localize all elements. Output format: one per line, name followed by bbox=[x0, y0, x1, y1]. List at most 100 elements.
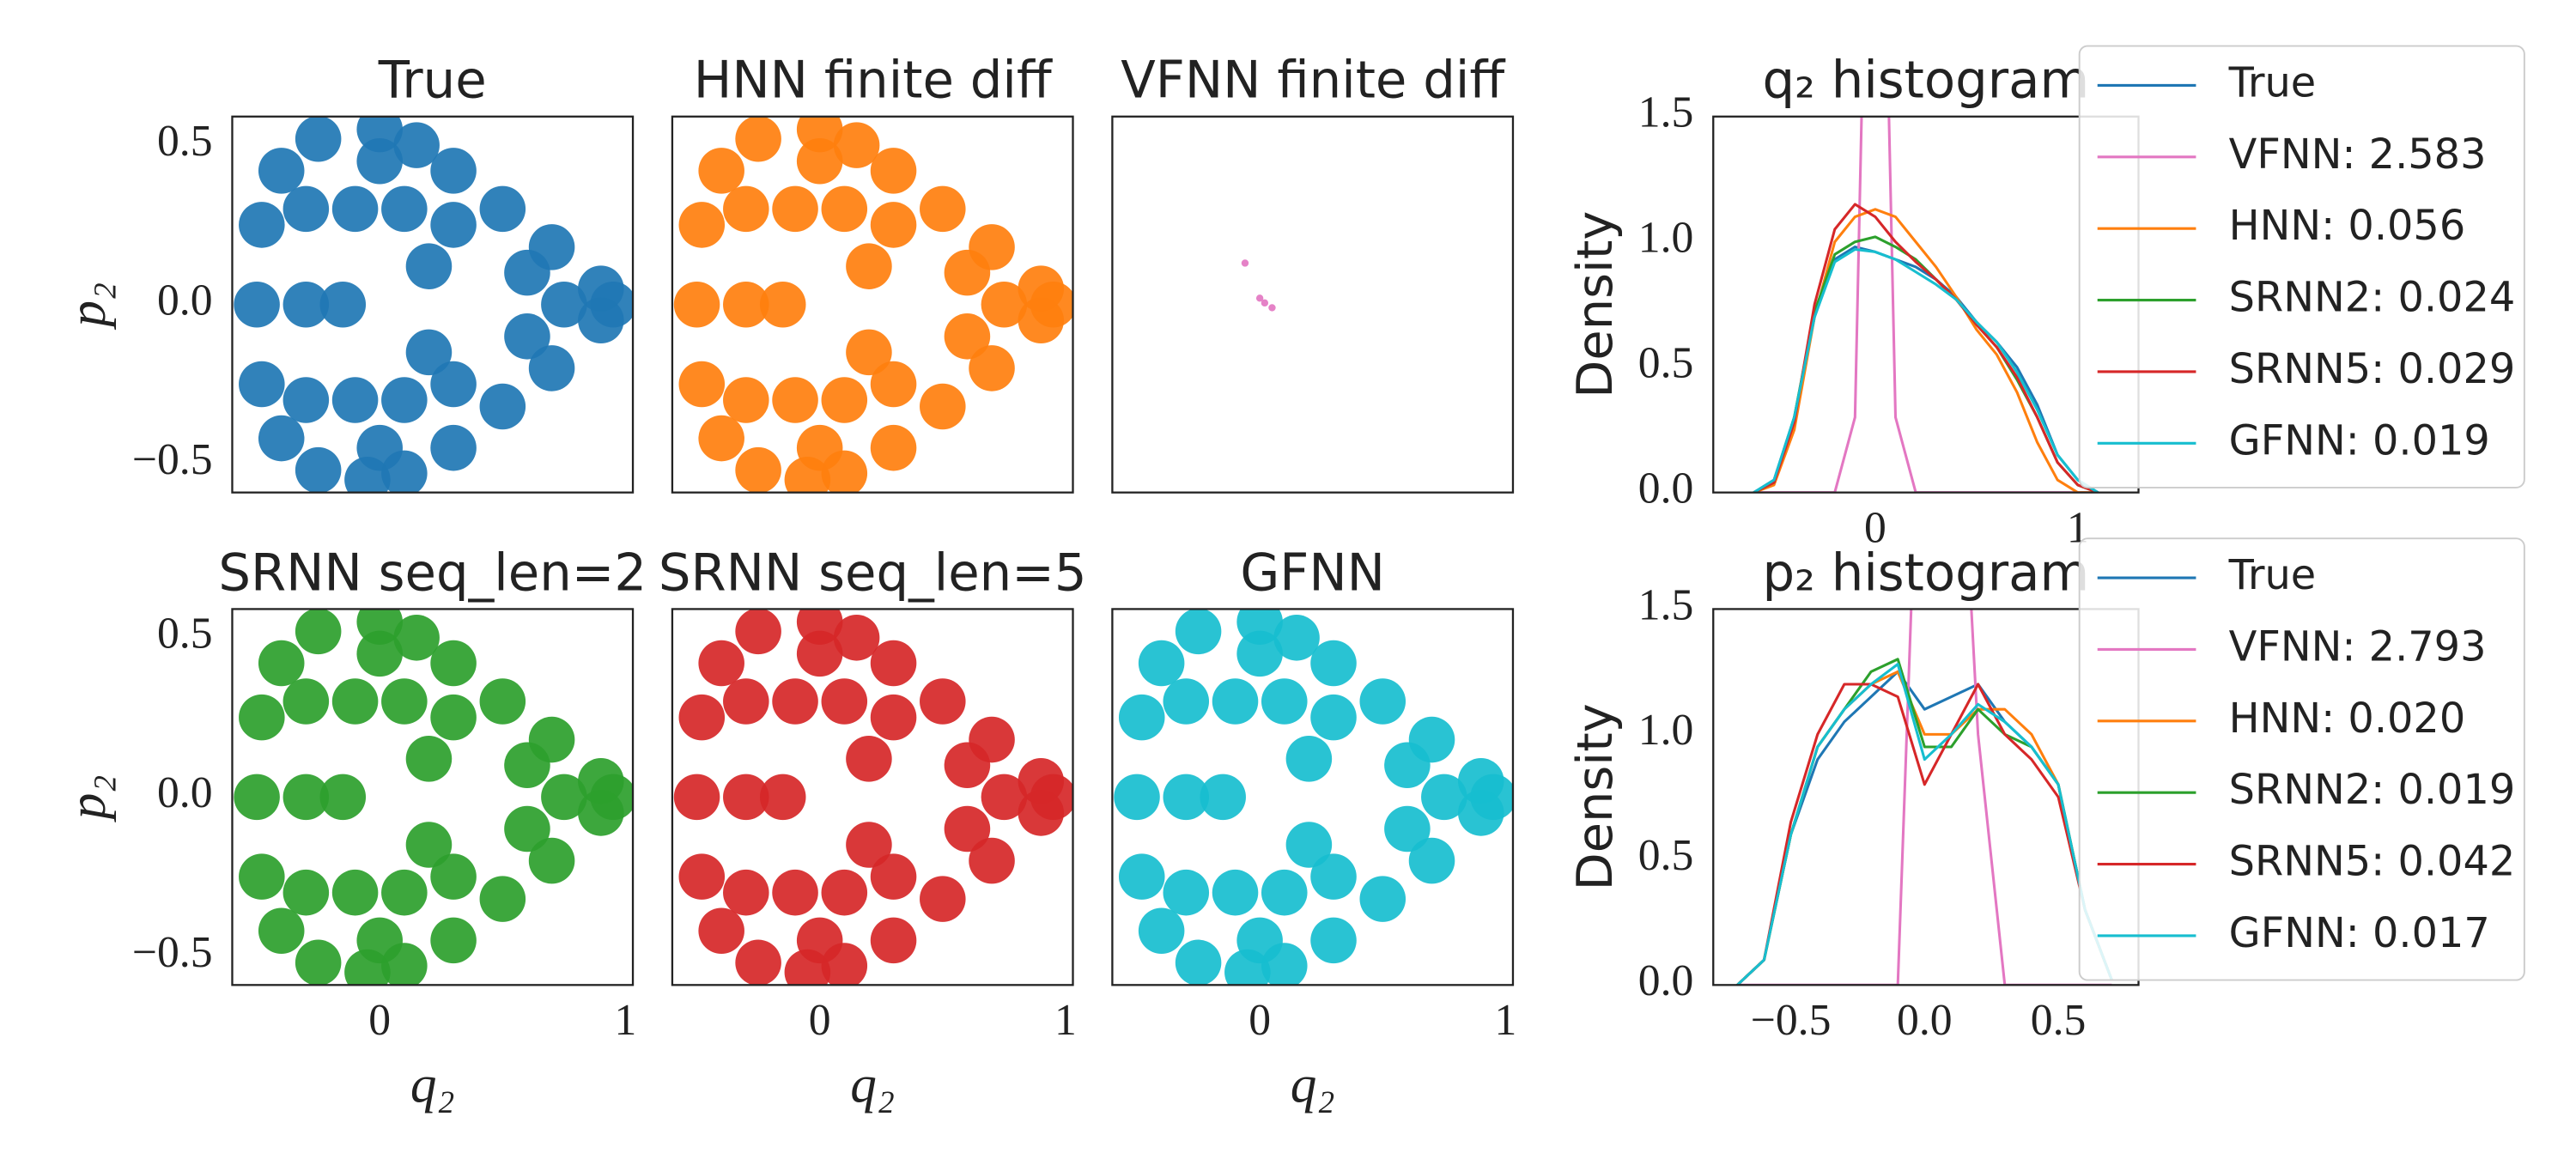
point bbox=[796, 917, 843, 964]
panel-title: SRNN seq_len=5 bbox=[659, 543, 1087, 602]
point bbox=[479, 876, 526, 922]
point bbox=[283, 774, 330, 821]
point bbox=[944, 313, 991, 360]
y-axis-label: p₂ bbox=[58, 774, 117, 822]
point bbox=[283, 185, 330, 233]
point bbox=[331, 678, 379, 725]
point bbox=[759, 774, 806, 821]
point bbox=[698, 415, 744, 462]
point bbox=[1285, 736, 1333, 782]
point bbox=[1310, 917, 1357, 964]
y-tick-label: 0.5 bbox=[157, 117, 213, 166]
point bbox=[821, 678, 868, 725]
x-tick-label: 1 bbox=[1494, 996, 1516, 1045]
point bbox=[735, 116, 781, 162]
y-tick-label: 1.5 bbox=[1638, 580, 1694, 629]
axes-frame bbox=[231, 115, 635, 494]
point bbox=[846, 736, 892, 782]
point bbox=[430, 148, 477, 194]
point bbox=[1114, 774, 1160, 821]
x-tick-label: 0 bbox=[809, 996, 831, 1045]
point bbox=[833, 615, 880, 661]
point bbox=[1163, 869, 1210, 916]
legend-label: SRNN2: 0.019 bbox=[2229, 767, 2516, 814]
x-tick-label: 0 bbox=[1864, 503, 1886, 552]
point bbox=[1163, 774, 1210, 821]
point bbox=[698, 640, 744, 687]
y-axis-label: Density bbox=[1566, 211, 1624, 398]
x-axis-label: q₂ bbox=[1291, 1056, 1335, 1114]
y-tick-label: 0.0 bbox=[157, 768, 213, 817]
point bbox=[723, 774, 769, 821]
point bbox=[870, 424, 917, 471]
legend-label: GFNN: 0.017 bbox=[2229, 910, 2490, 957]
point bbox=[381, 869, 428, 916]
point bbox=[678, 853, 726, 900]
panel: GFNN 0 1 q₂ bbox=[1111, 543, 1516, 1114]
axes-frame bbox=[1712, 115, 2140, 494]
point bbox=[1310, 694, 1357, 741]
point bbox=[1384, 805, 1431, 853]
point bbox=[528, 837, 575, 884]
point bbox=[678, 694, 726, 741]
point bbox=[870, 202, 917, 248]
point bbox=[295, 939, 342, 986]
plot-area bbox=[234, 116, 634, 493]
point bbox=[821, 869, 868, 916]
point bbox=[735, 446, 781, 493]
point bbox=[504, 313, 550, 360]
point bbox=[1273, 615, 1320, 661]
point bbox=[981, 774, 1028, 821]
point bbox=[1255, 294, 1264, 302]
point bbox=[870, 148, 917, 194]
point bbox=[870, 694, 917, 741]
point bbox=[541, 774, 587, 821]
point bbox=[283, 869, 330, 916]
point bbox=[1241, 259, 1249, 267]
point bbox=[283, 281, 330, 328]
point bbox=[833, 122, 880, 168]
point bbox=[1138, 640, 1185, 687]
point bbox=[295, 116, 342, 162]
y-tick-label: 0.5 bbox=[1638, 339, 1694, 388]
point bbox=[1212, 869, 1259, 916]
legend-label: HNN: 0.020 bbox=[2229, 695, 2466, 743]
axes-frame bbox=[1712, 608, 2140, 986]
axes-frame bbox=[671, 608, 1074, 986]
point bbox=[430, 694, 477, 741]
point bbox=[1457, 790, 1504, 836]
point bbox=[735, 609, 781, 655]
legend-label: SRNN5: 0.029 bbox=[2229, 346, 2516, 393]
point bbox=[356, 137, 403, 185]
point bbox=[1261, 869, 1308, 916]
point bbox=[1163, 678, 1210, 725]
point bbox=[678, 202, 726, 248]
y-tick-label: 0.0 bbox=[1638, 464, 1694, 513]
point bbox=[258, 907, 305, 954]
x-tick-label: 0.0 bbox=[1897, 996, 1953, 1045]
point bbox=[405, 822, 453, 868]
point bbox=[405, 329, 453, 376]
density-line bbox=[1736, 683, 2113, 986]
point bbox=[319, 774, 367, 821]
point bbox=[239, 694, 285, 741]
point bbox=[846, 822, 892, 868]
point bbox=[331, 377, 379, 423]
legend-label: GFNN: 0.019 bbox=[2229, 417, 2490, 464]
point bbox=[870, 361, 917, 408]
point bbox=[239, 361, 285, 408]
point bbox=[870, 640, 917, 687]
point bbox=[723, 377, 769, 423]
point bbox=[405, 736, 453, 782]
point bbox=[821, 185, 868, 233]
legend-label: True bbox=[2228, 552, 2317, 599]
point bbox=[1310, 853, 1357, 900]
point bbox=[331, 869, 379, 916]
point bbox=[356, 630, 403, 677]
point bbox=[772, 185, 818, 233]
point bbox=[528, 345, 575, 391]
point bbox=[944, 742, 991, 789]
point bbox=[504, 742, 550, 789]
point bbox=[944, 805, 991, 853]
